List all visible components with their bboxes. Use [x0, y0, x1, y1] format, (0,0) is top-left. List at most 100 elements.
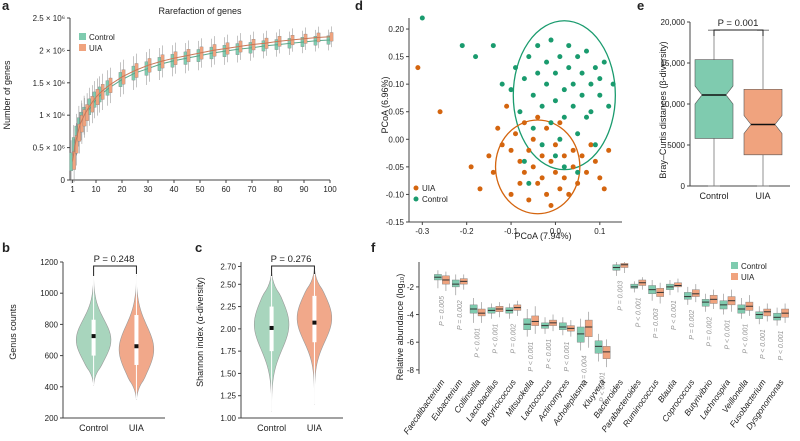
- d-point-control: [557, 136, 563, 142]
- panel-label-e: e: [637, 0, 644, 13]
- e-x-tick-label: UIA: [755, 191, 770, 201]
- f-y-tick-label: -2: [407, 283, 415, 292]
- d-point-control: [570, 81, 576, 87]
- d-point-control: [579, 70, 585, 76]
- a-y-tick-label: 2 × 10⁶: [39, 46, 65, 55]
- f-box-uia: [477, 308, 486, 317]
- a-y-tick-label: 1 × 10⁶: [39, 111, 65, 120]
- d-point-control: [548, 37, 554, 43]
- f-box-control: [755, 311, 764, 319]
- d-point-control: [517, 109, 523, 115]
- d-point-control: [521, 76, 527, 82]
- c-violin-iqr: [312, 295, 317, 343]
- d-point-control: [592, 65, 598, 71]
- d-y-tick-label: -0.05: [386, 163, 405, 172]
- bray-curtis-p-value: P = 0.001: [718, 18, 759, 29]
- d-point-uia: [570, 147, 576, 153]
- f-box-control: [684, 292, 692, 300]
- d-point-control: [552, 70, 558, 76]
- f-y-tick-label: -4: [407, 311, 415, 320]
- d-point-uia: [504, 103, 510, 109]
- d-y-tick-label: 0.15: [388, 53, 404, 62]
- d-point-control: [499, 81, 505, 87]
- d-point-control: [508, 87, 514, 93]
- d-point-uia: [548, 158, 554, 164]
- d-ellipse-uia: [494, 119, 581, 215]
- a-x-tick-label: 20: [118, 185, 127, 194]
- c-y-tick-label: 1.00: [220, 414, 236, 423]
- d-point-uia: [526, 147, 532, 153]
- d-y-tick-label: -0.10: [386, 190, 405, 199]
- d-point-control: [535, 43, 541, 49]
- b-y-tick-label: 1000: [40, 289, 58, 298]
- b-violin-median: [91, 334, 96, 339]
- a-x-tick-label: 80: [274, 185, 283, 194]
- d-point-control: [561, 87, 567, 93]
- d-point-control: [592, 142, 598, 148]
- d-point-control: [610, 81, 616, 87]
- a-y-tick-label: 2.5 × 10⁶: [33, 14, 65, 23]
- d-ellipse-control: [512, 20, 616, 171]
- pcoa-x-label: PCoA (7.94%): [514, 231, 571, 241]
- d-point-uia: [530, 136, 536, 142]
- panel-label-c: c: [195, 240, 202, 255]
- d-point-uia: [592, 158, 598, 164]
- a-x-tick-label: 70: [248, 185, 257, 194]
- d-point-uia: [526, 197, 532, 203]
- d-point-uia: [597, 175, 603, 181]
- d-x-tick-label: 0.0: [550, 227, 562, 236]
- d-point-uia: [513, 131, 518, 137]
- d-point-uia: [477, 186, 483, 192]
- d-point-uia: [561, 153, 567, 159]
- e-y-tick-label: 5000: [667, 141, 685, 150]
- panel-label-f: f: [371, 240, 376, 255]
- f-legend-label-uia: UIA: [741, 273, 755, 282]
- d-y-tick-label: -0.15: [386, 218, 405, 227]
- d-point-control: [597, 92, 603, 98]
- f-p-value: P = 0.002: [707, 317, 714, 347]
- b-violin-median: [134, 344, 139, 349]
- d-point-uia: [499, 142, 505, 148]
- a-x-tick-label: 100: [323, 185, 337, 194]
- d-point-uia: [557, 186, 563, 192]
- d-point-control: [544, 59, 550, 65]
- a-y-tick-label: 0: [61, 176, 66, 185]
- d-point-uia: [544, 125, 550, 131]
- d-legend-label-uia: UIA: [422, 184, 436, 193]
- d-point-control: [584, 114, 589, 120]
- c-violin-median: [312, 320, 317, 325]
- c-y-tick-label: 2.70: [220, 262, 236, 271]
- f-box-control: [576, 326, 585, 343]
- d-point-uia: [521, 120, 527, 126]
- d-point-control: [606, 103, 612, 109]
- b-y-tick-label: 200: [45, 414, 59, 423]
- b-violin-iqr: [134, 315, 139, 365]
- d-point-uia: [535, 114, 541, 120]
- c-x-tick-label: Control: [257, 423, 286, 433]
- d-point-uia: [530, 164, 536, 170]
- a-box: [329, 32, 334, 42]
- b-x-tick-label: Control: [79, 423, 108, 433]
- f-box-control: [594, 340, 603, 354]
- d-point-control: [521, 158, 527, 164]
- d-point-control: [570, 103, 576, 109]
- rarefaction-y-label: Number of genes: [2, 60, 12, 130]
- d-point-control: [597, 76, 603, 82]
- a-x-tick-label: 90: [300, 185, 309, 194]
- a-series-line-uia: [72, 36, 331, 161]
- d-point-control: [513, 65, 518, 71]
- f-box-uia: [584, 319, 593, 337]
- c-y-tick-label: 2.00: [220, 325, 236, 334]
- d-y-tick-label: 0.05: [388, 108, 404, 117]
- f-p-value: P = 0.003: [653, 308, 660, 338]
- d-point-control: [579, 92, 585, 98]
- d-x-tick-label: -0.3: [415, 227, 429, 236]
- f-box-control: [701, 299, 710, 307]
- f-p-value: P < 0.001: [600, 372, 607, 402]
- d-legend-label-control: Control: [422, 195, 448, 204]
- f-box-control: [451, 279, 460, 288]
- d-point-uia: [601, 186, 607, 192]
- c-x-tick-label: UIA: [307, 423, 322, 433]
